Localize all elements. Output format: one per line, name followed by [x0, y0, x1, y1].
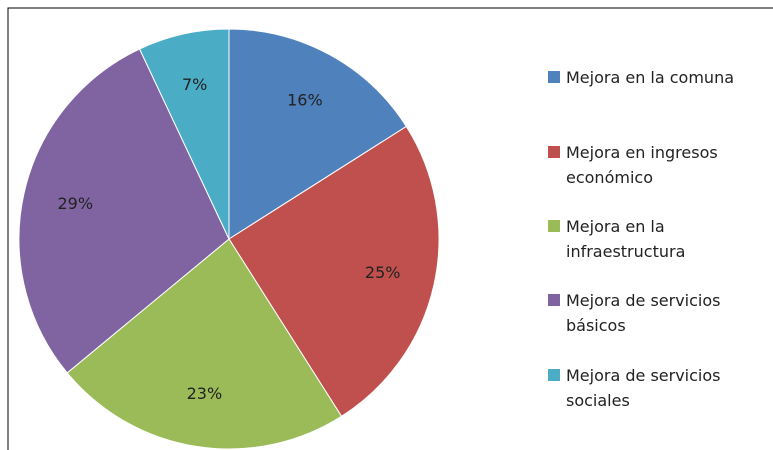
legend-swatch [548, 71, 560, 83]
legend-label: Mejora en ingresos económico [566, 143, 718, 187]
pie-slice [138, 28, 230, 240]
legend-item: Mejora de servicios sociales [548, 363, 763, 413]
legend-swatch [548, 220, 560, 232]
legend-item: Mejora en la infraestructura [548, 214, 763, 264]
legend-swatch [548, 146, 560, 158]
data-label: 16% [287, 90, 323, 109]
legend-swatch [548, 369, 560, 381]
data-label: 23% [187, 384, 223, 403]
legend-label: Mejora de servicios sociales [566, 366, 721, 410]
legend-label: Mejora de servicios básicos [566, 291, 721, 335]
data-label: 29% [58, 194, 94, 213]
pie-slice [18, 48, 230, 374]
legend-item: Mejora en la comuna [548, 65, 763, 90]
legend-swatch [548, 294, 560, 306]
pie-slice [228, 125, 440, 417]
data-label: 25% [365, 263, 401, 282]
data-label: 7% [182, 75, 207, 94]
pie-slice [66, 238, 343, 450]
legend-item: Mejora en ingresos económico [548, 140, 763, 190]
legend-item: Mejora de servicios básicos [548, 288, 763, 338]
pie-slice [228, 28, 407, 240]
legend-label: Mejora en la comuna [566, 68, 735, 87]
legend-label: Mejora en la infraestructura [566, 217, 686, 261]
chart-frame [7, 7, 773, 450]
